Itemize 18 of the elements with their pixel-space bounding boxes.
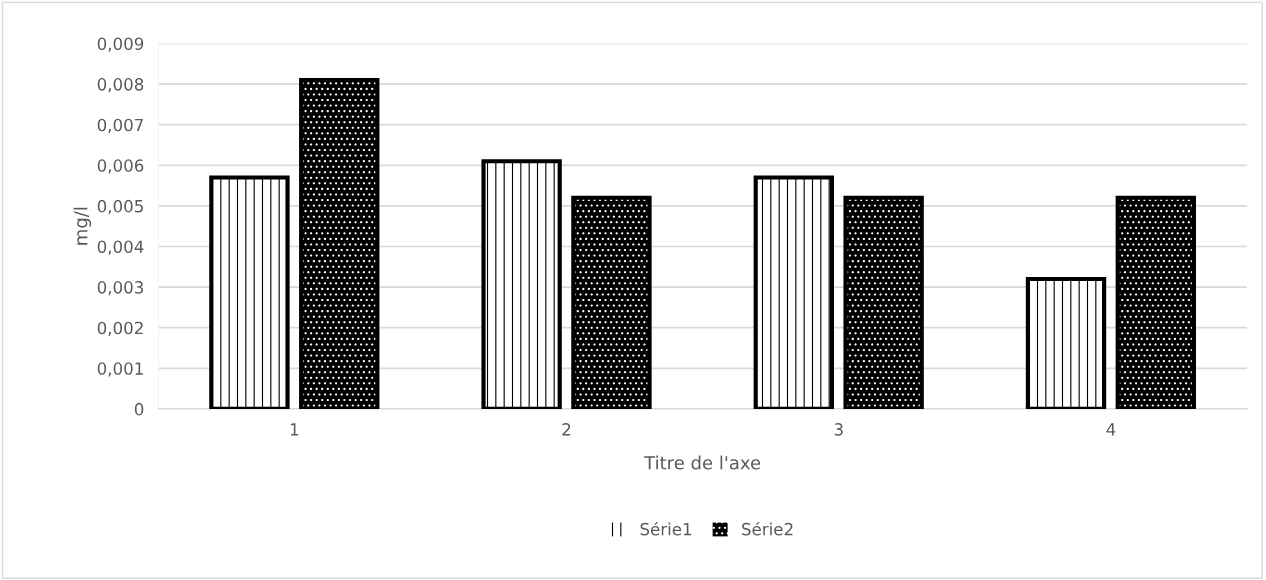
y-tick-label: 0,001 [97, 362, 143, 377]
x-tick-label: 3 [834, 423, 843, 436]
x-tick-label: 4 [1106, 423, 1116, 436]
y-tick-label: 0,006 [97, 159, 144, 174]
legend-label: Série1 [640, 521, 692, 536]
legend-label: Série2 [742, 521, 793, 536]
y-tick-label: 0 [134, 402, 144, 416]
x-axis-title: Titre de l'axe [644, 455, 761, 470]
y-tick-label: 0,007 [97, 118, 143, 133]
y-tick-label: 0,003 [97, 281, 144, 296]
y-tick-label: 0,005 [97, 199, 143, 215]
x-tick-label: 1 [290, 423, 299, 436]
y-tick-label: 0,004 [97, 240, 144, 255]
y-axis-title: mg/l [73, 207, 92, 245]
y-tick-label: 0,009 [97, 37, 144, 52]
y-tick-label: 0,008 [97, 78, 144, 93]
y-tick-label: 0,002 [97, 321, 143, 336]
x-tick-label: 2 [562, 423, 571, 436]
